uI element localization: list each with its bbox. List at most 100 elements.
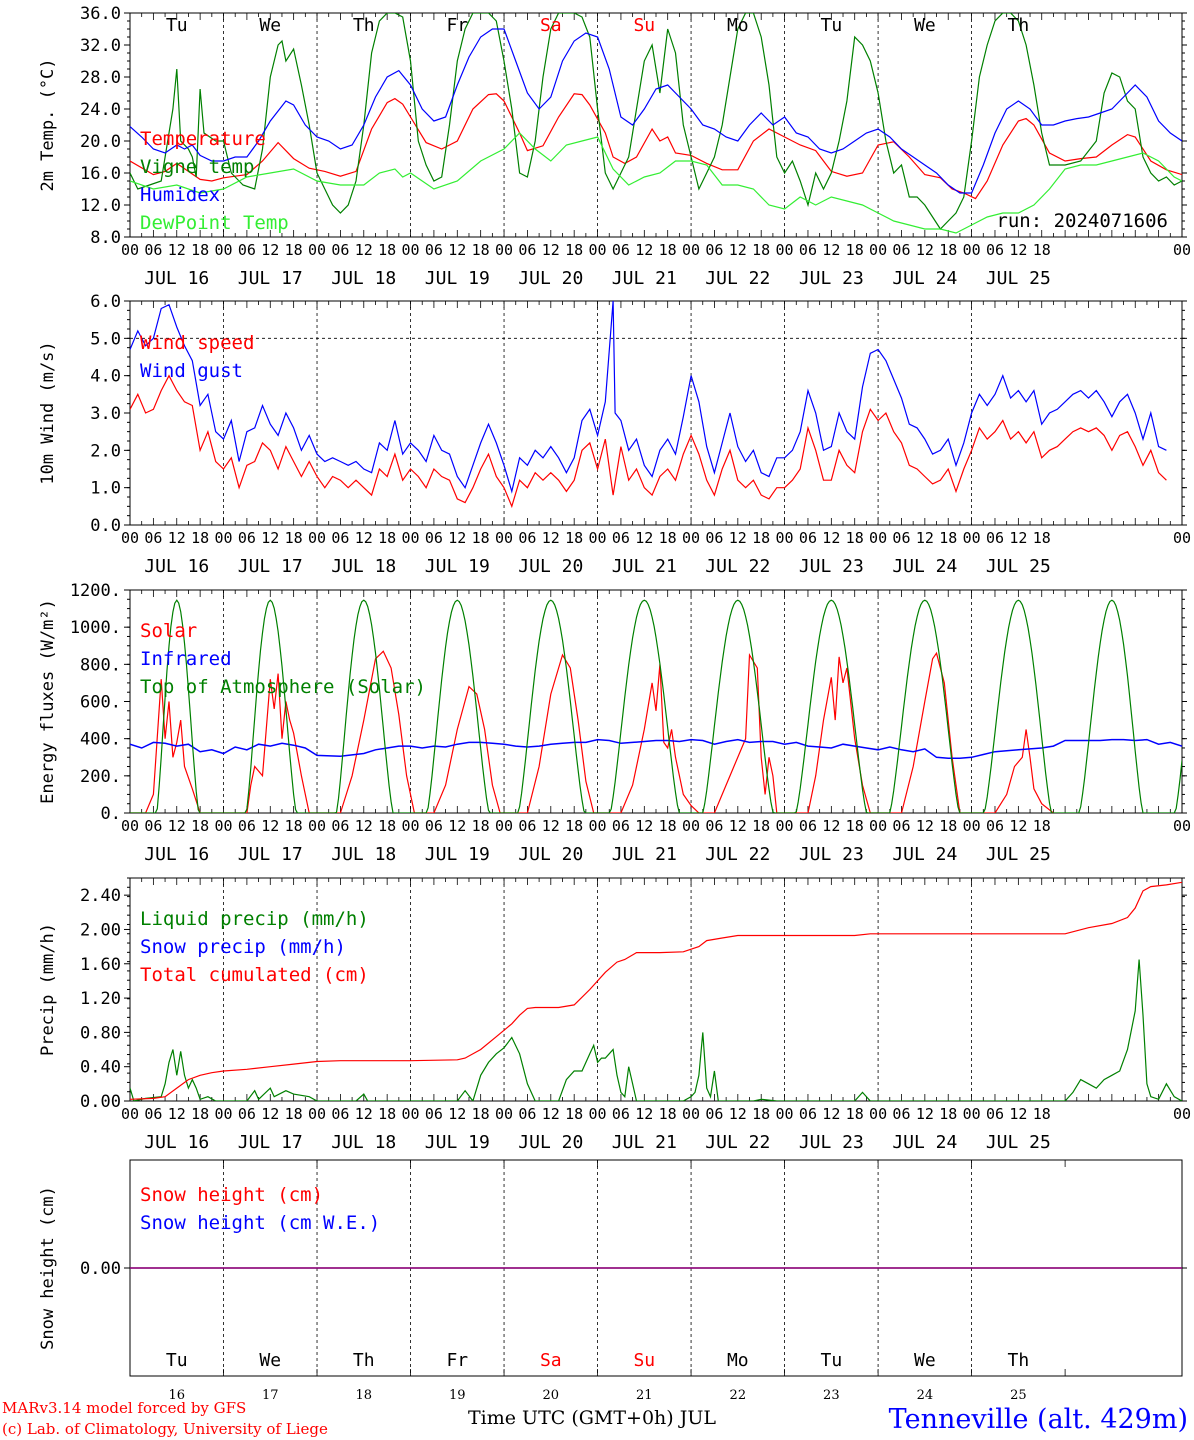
hour-tick-label: 12 bbox=[168, 1105, 186, 1123]
hour-tick-label: 00 bbox=[402, 241, 420, 259]
hour-tick-label: 12 bbox=[916, 529, 934, 547]
hour-tick-label: 00 bbox=[402, 529, 420, 547]
hour-tick-label: 00 bbox=[214, 817, 232, 835]
date-label: JUL 17 bbox=[238, 1132, 303, 1153]
hour-tick-label: 06 bbox=[238, 817, 256, 835]
series-line-wind-gust bbox=[130, 301, 1167, 494]
hour-tick-label: 06 bbox=[238, 1105, 256, 1123]
hour-tick-label: 06 bbox=[986, 241, 1004, 259]
hour-tick-label: 12 bbox=[355, 817, 373, 835]
date-label: JUL 16 bbox=[144, 1132, 209, 1153]
day-of-week-label: We bbox=[259, 15, 281, 36]
hour-tick-label: 06 bbox=[705, 1105, 723, 1123]
hour-tick-label: 06 bbox=[144, 241, 162, 259]
hour-tick-label: 00 bbox=[776, 529, 794, 547]
hour-tick-label: 00 bbox=[121, 1105, 139, 1123]
y-tick-label: 28.0 bbox=[80, 68, 121, 88]
day-of-week-label: Su bbox=[633, 1350, 655, 1371]
hour-tick-label: 06 bbox=[425, 241, 443, 259]
panel-wind: 0.0 1.0 2.0 3.0 4.0 5.0 6.0 10m Wind (m/s) Wind … bbox=[38, 292, 1191, 577]
date-label: JUL 23 bbox=[799, 1132, 864, 1153]
legend-entry: DewPoint Temp bbox=[140, 212, 289, 234]
hour-tick-label: 00 bbox=[963, 817, 981, 835]
hour-tick-label: 18 bbox=[659, 817, 677, 835]
hour-tick-label: 06 bbox=[799, 817, 817, 835]
date-label: JUL 17 bbox=[238, 844, 303, 865]
hour-tick-label: 06 bbox=[612, 529, 630, 547]
hour-tick-label: 00 bbox=[589, 241, 607, 259]
y-tick-label: 32.0 bbox=[80, 36, 121, 56]
footer-credit: (c) Lab. of Climatology, University of L… bbox=[2, 1420, 328, 1438]
hour-tick-label: 12 bbox=[1009, 817, 1027, 835]
date-label: JUL 24 bbox=[892, 844, 957, 865]
legend-entry: Infrared bbox=[140, 648, 232, 670]
hour-tick-label: 12 bbox=[729, 529, 747, 547]
y-tick-label: 4.0 bbox=[90, 367, 121, 387]
day-of-week-label: Mo bbox=[727, 1350, 749, 1371]
y-tick-label: 6.0 bbox=[90, 292, 121, 312]
hour-tick-label: 18 bbox=[939, 241, 957, 259]
date-label: JUL 18 bbox=[331, 1132, 396, 1153]
series-line-temperature bbox=[130, 93, 1182, 200]
hour-tick-label: 06 bbox=[331, 241, 349, 259]
y-tick-label: 0.80 bbox=[80, 1023, 121, 1043]
plot-frame bbox=[129, 300, 1183, 526]
y-tick-label: 0.00 bbox=[80, 1092, 121, 1112]
date-label: JUL 19 bbox=[425, 1132, 490, 1153]
y-tick-label: 3.0 bbox=[90, 404, 121, 424]
hour-tick-label: 00 bbox=[776, 817, 794, 835]
hour-tick-label: 00 bbox=[308, 241, 326, 259]
day-number-label: 16 bbox=[168, 1388, 185, 1403]
date-label: JUL 16 bbox=[144, 844, 209, 865]
hour-tick-label: 00 bbox=[214, 529, 232, 547]
hour-tick-label: 18 bbox=[565, 529, 583, 547]
y-axis-label: Energy fluxes (W/m²) bbox=[38, 599, 58, 804]
hour-tick-label: 06 bbox=[705, 817, 723, 835]
hour-tick-label: 06 bbox=[892, 241, 910, 259]
y-tick-label: 800. bbox=[80, 655, 121, 675]
hour-tick-label: 12 bbox=[542, 1105, 560, 1123]
hour-tick-label: 12 bbox=[635, 1105, 653, 1123]
hour-tick-label: 00 bbox=[214, 1105, 232, 1123]
day-number-label: 19 bbox=[449, 1388, 466, 1403]
y-tick-label: 1.0 bbox=[90, 479, 121, 499]
day-number-label: 21 bbox=[636, 1388, 653, 1403]
panel-energy: 0. 200. 400. 600. 800. 1000. 1200. Energy fluxe… bbox=[38, 581, 1191, 865]
hour-tick-label: 06 bbox=[331, 529, 349, 547]
hour-tick-label: 00 bbox=[869, 241, 887, 259]
date-label: JUL 20 bbox=[518, 268, 583, 289]
date-label: JUL 16 bbox=[144, 556, 209, 577]
legend-entry: Temperature bbox=[140, 128, 266, 150]
hour-tick-label: 18 bbox=[659, 529, 677, 547]
day-of-week-label: Th bbox=[1008, 1350, 1030, 1371]
legend-entry: Total cumulated (cm) bbox=[140, 964, 369, 986]
hour-tick-label: 12 bbox=[1009, 241, 1027, 259]
hour-tick-label: 18 bbox=[752, 817, 770, 835]
hour-tick-label: 12 bbox=[261, 241, 279, 259]
hour-tick-label: 18 bbox=[1033, 529, 1051, 547]
hour-tick-label: 00 bbox=[308, 529, 326, 547]
hour-tick-label: 00 bbox=[589, 1105, 607, 1123]
panel-temp: 8.0 12.0 16.0 20.0 24.0 28.0 32.0 36.0 2m Temp. … bbox=[38, 4, 1191, 289]
hour-tick-label: 18 bbox=[191, 529, 209, 547]
series-line-liquid-precip-mm-h bbox=[130, 959, 1182, 1101]
y-tick-label: 1.60 bbox=[80, 955, 121, 975]
hour-tick-label: 06 bbox=[892, 1105, 910, 1123]
y-tick-label: 20.0 bbox=[80, 132, 121, 152]
hour-tick-label: 00 bbox=[1173, 241, 1191, 259]
y-axis-label: 10m Wind (m/s) bbox=[38, 341, 58, 484]
hour-tick-label: 12 bbox=[822, 817, 840, 835]
hour-tick-label: 00 bbox=[682, 529, 700, 547]
y-axis-label: Precip (mm/h) bbox=[38, 923, 58, 1056]
hour-tick-label: 12 bbox=[168, 817, 186, 835]
date-label: JUL 22 bbox=[705, 556, 770, 577]
day-of-week-label: We bbox=[259, 1350, 281, 1371]
hour-tick-label: 18 bbox=[565, 1105, 583, 1123]
series-line-vigne-temp bbox=[130, 13, 1182, 230]
hour-tick-label: 00 bbox=[682, 241, 700, 259]
hour-tick-label: 12 bbox=[542, 529, 560, 547]
date-label: JUL 24 bbox=[892, 556, 957, 577]
date-label: JUL 18 bbox=[331, 556, 396, 577]
hour-tick-label: 06 bbox=[425, 1105, 443, 1123]
hour-tick-label: 12 bbox=[916, 241, 934, 259]
